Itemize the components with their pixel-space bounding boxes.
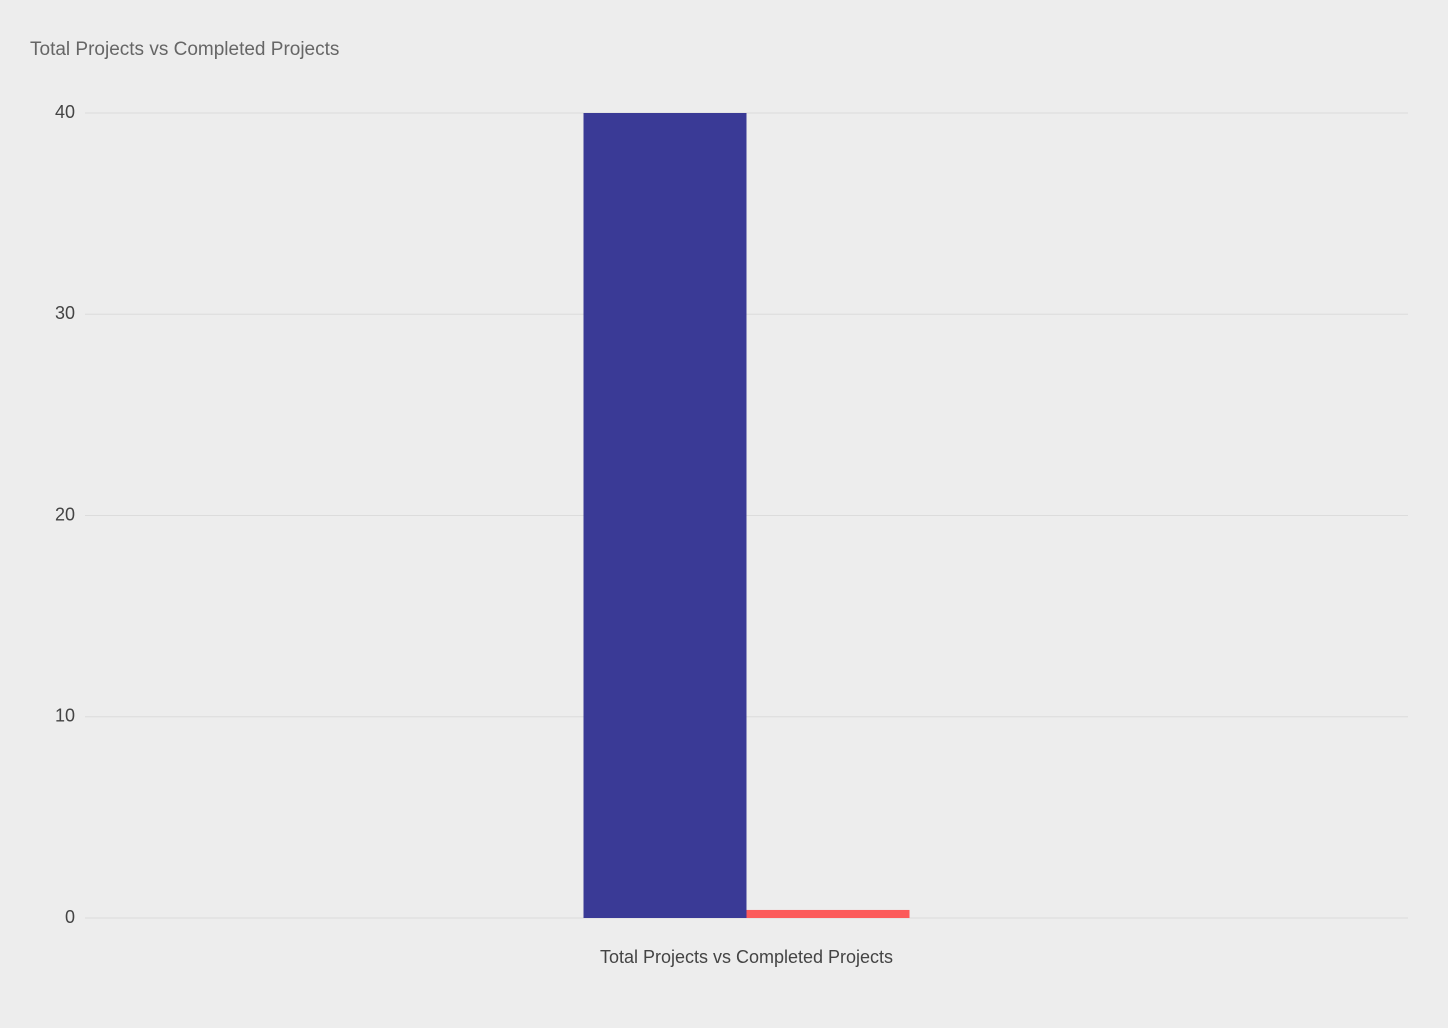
x-tick-label: Total Projects vs Completed Projects bbox=[600, 947, 893, 967]
y-tick-label: 0 bbox=[65, 907, 75, 927]
y-tick-label: 10 bbox=[55, 706, 75, 726]
bar bbox=[583, 113, 747, 918]
y-tick-label: 40 bbox=[55, 102, 75, 122]
chart-title: Total Projects vs Completed Projects bbox=[30, 39, 339, 60]
bar bbox=[746, 909, 910, 918]
y-tick-label: 30 bbox=[55, 303, 75, 323]
y-tick-label: 20 bbox=[55, 504, 75, 524]
